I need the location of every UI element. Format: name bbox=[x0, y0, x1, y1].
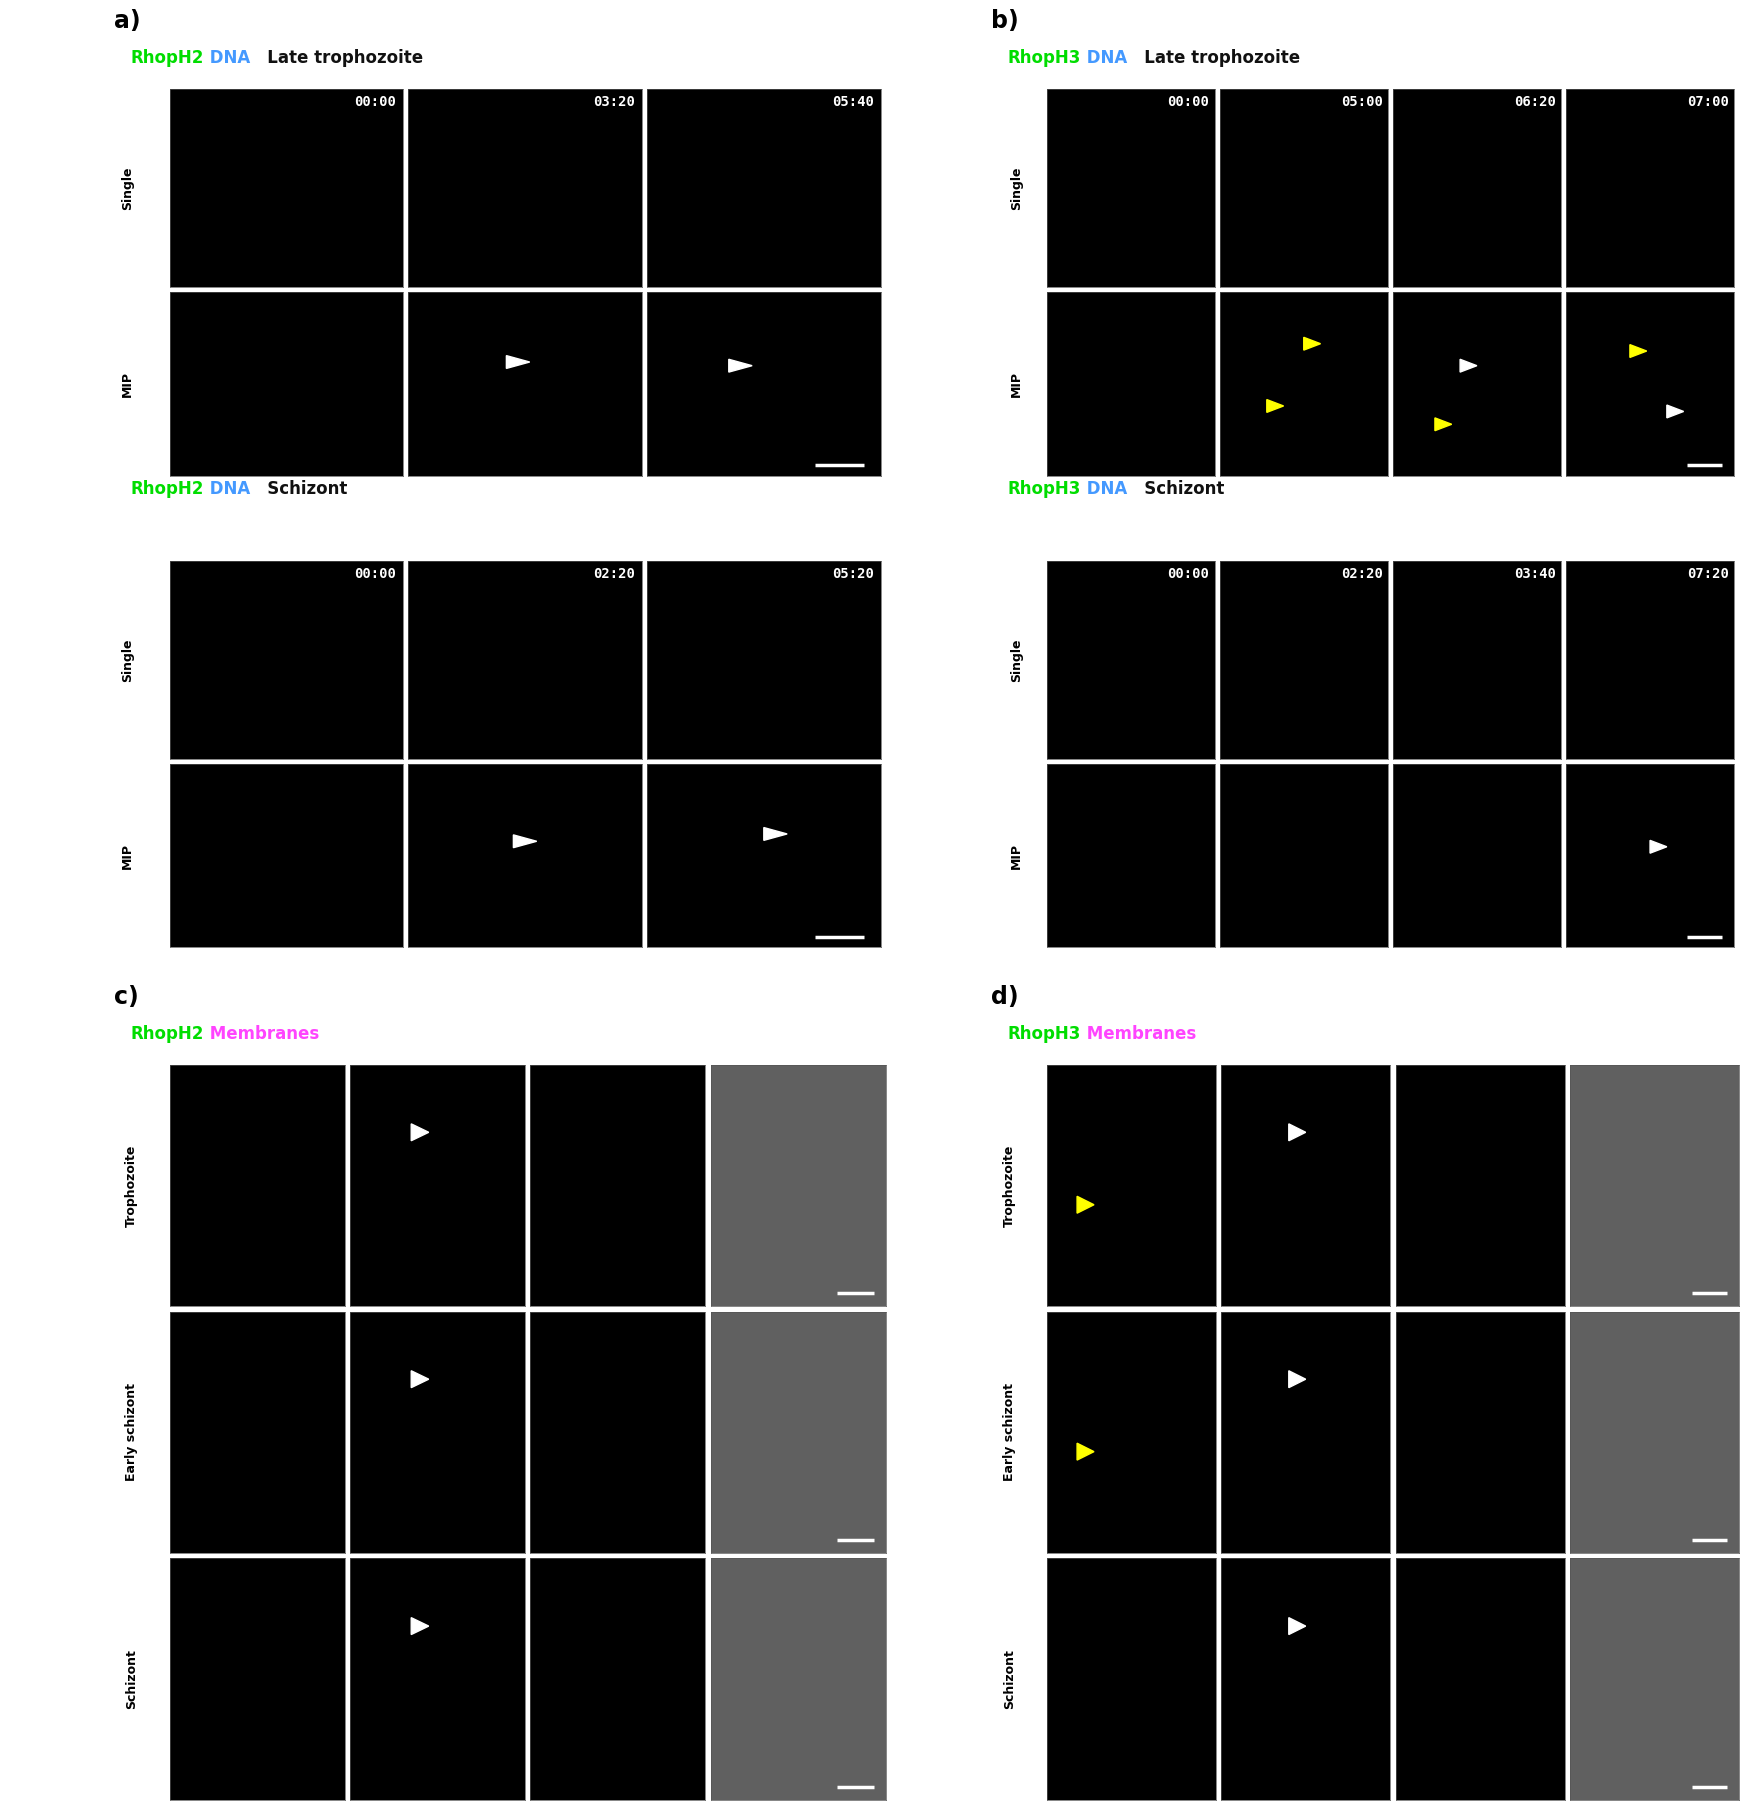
Polygon shape bbox=[1288, 1371, 1306, 1388]
Polygon shape bbox=[1077, 1196, 1094, 1214]
Text: DNA: DNA bbox=[205, 49, 250, 67]
Text: RhopH3: RhopH3 bbox=[1007, 49, 1080, 67]
Text: c): c) bbox=[114, 986, 138, 1009]
Polygon shape bbox=[1668, 405, 1683, 418]
Text: Late trophozoite: Late trophozoite bbox=[1127, 49, 1301, 67]
Text: 05:00: 05:00 bbox=[1341, 94, 1383, 109]
Text: RhopH3: RhopH3 bbox=[1007, 1026, 1080, 1044]
Text: Schizont: Schizont bbox=[1127, 479, 1224, 497]
Polygon shape bbox=[1267, 400, 1283, 412]
Polygon shape bbox=[514, 836, 537, 848]
Text: 03:20: 03:20 bbox=[593, 94, 635, 109]
Text: d): d) bbox=[991, 986, 1019, 1009]
Text: Membranes: Membranes bbox=[205, 1026, 320, 1044]
Polygon shape bbox=[1435, 418, 1451, 431]
Y-axis label: Single: Single bbox=[1010, 166, 1023, 210]
Y-axis label: MIP: MIP bbox=[121, 843, 135, 868]
Text: 02:20: 02:20 bbox=[593, 566, 635, 581]
Polygon shape bbox=[729, 360, 752, 373]
Text: a): a) bbox=[114, 9, 140, 33]
Text: RhopH3: RhopH3 bbox=[1007, 479, 1080, 497]
Polygon shape bbox=[1288, 1123, 1306, 1141]
Text: 00:00: 00:00 bbox=[355, 566, 397, 581]
Text: Membranes: Membranes bbox=[1080, 1026, 1196, 1044]
Text: 07:20: 07:20 bbox=[1687, 566, 1729, 581]
Y-axis label: MIP: MIP bbox=[1010, 371, 1023, 396]
Text: 00:00: 00:00 bbox=[1168, 94, 1210, 109]
Text: b): b) bbox=[991, 9, 1019, 33]
Polygon shape bbox=[1304, 336, 1320, 351]
Y-axis label: Trophozoite: Trophozoite bbox=[126, 1145, 138, 1227]
Y-axis label: Schizont: Schizont bbox=[1003, 1650, 1016, 1710]
Y-axis label: Single: Single bbox=[1010, 639, 1023, 682]
Polygon shape bbox=[1460, 360, 1477, 373]
Text: DNA: DNA bbox=[1080, 49, 1127, 67]
Y-axis label: MIP: MIP bbox=[121, 371, 135, 396]
Polygon shape bbox=[411, 1617, 428, 1635]
Text: 05:20: 05:20 bbox=[832, 566, 874, 581]
Polygon shape bbox=[411, 1371, 428, 1388]
Polygon shape bbox=[1650, 841, 1668, 854]
Polygon shape bbox=[764, 827, 787, 841]
Text: Schizont: Schizont bbox=[250, 479, 348, 497]
Y-axis label: Early schizont: Early schizont bbox=[126, 1384, 138, 1482]
Text: Late trophozoite: Late trophozoite bbox=[250, 49, 423, 67]
Y-axis label: Schizont: Schizont bbox=[126, 1650, 138, 1710]
Text: DNA: DNA bbox=[1080, 479, 1127, 497]
Text: DNA: DNA bbox=[205, 479, 250, 497]
Polygon shape bbox=[1288, 1617, 1306, 1635]
Text: RhopH2: RhopH2 bbox=[131, 49, 205, 67]
Polygon shape bbox=[411, 1123, 428, 1141]
Y-axis label: Single: Single bbox=[121, 166, 135, 210]
Text: 03:40: 03:40 bbox=[1514, 566, 1556, 581]
Text: 00:00: 00:00 bbox=[355, 94, 397, 109]
Text: 05:40: 05:40 bbox=[832, 94, 874, 109]
Text: 00:00: 00:00 bbox=[1168, 566, 1210, 581]
Y-axis label: MIP: MIP bbox=[1010, 843, 1023, 868]
Polygon shape bbox=[1629, 346, 1647, 358]
Polygon shape bbox=[1077, 1444, 1094, 1460]
Y-axis label: Trophozoite: Trophozoite bbox=[1003, 1145, 1016, 1227]
Y-axis label: Early schizont: Early schizont bbox=[1003, 1384, 1016, 1482]
Polygon shape bbox=[507, 356, 530, 369]
Text: RhopH2: RhopH2 bbox=[131, 479, 205, 497]
Text: 02:20: 02:20 bbox=[1341, 566, 1383, 581]
Y-axis label: Single: Single bbox=[121, 639, 135, 682]
Text: 06:20: 06:20 bbox=[1514, 94, 1556, 109]
Text: 07:00: 07:00 bbox=[1687, 94, 1729, 109]
Text: RhopH2: RhopH2 bbox=[131, 1026, 205, 1044]
